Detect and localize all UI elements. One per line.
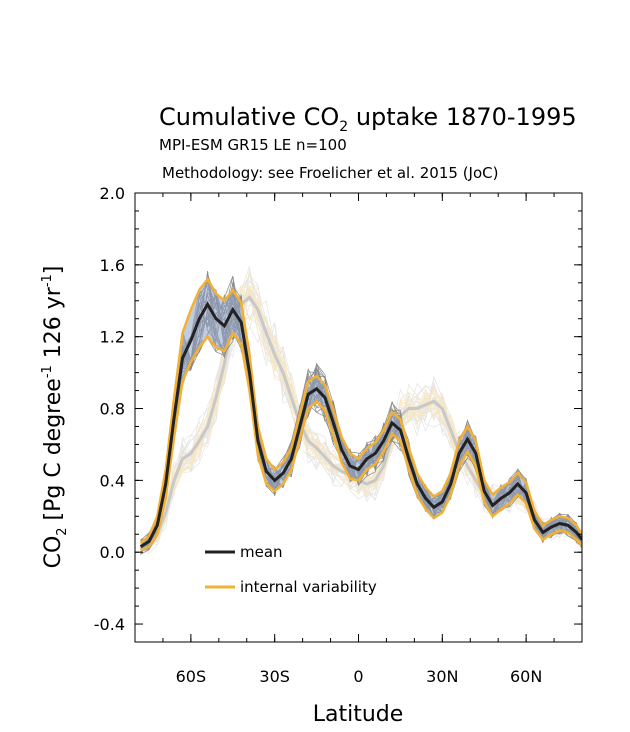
internal-variability-upper-line [139,276,582,545]
y-tick-label: 2.0 [100,184,125,203]
y-tick-label: -0.4 [94,615,125,634]
chart-title-subscript: 2 [339,119,348,135]
y-tick-label: 0.4 [100,471,125,490]
chart-legend: mean internal variability [205,543,377,596]
y-tick-label: 0.8 [100,400,125,419]
chart-subtitle: MPI-ESM GR15 LE n=100 [159,136,347,154]
y-axis-label-c-sup: -1 [40,274,55,287]
plot-data-layer [139,266,582,556]
y-axis-label-d: ] [41,266,66,275]
legend-label-internal-variability: internal variability [240,578,377,596]
x-tick-label: 60S [176,667,207,686]
series-line-mean [139,301,582,549]
axis-ticks: -0.4 0.0 0.4 0.8 1.2 1.6 2.0 60S 30S 0 30N 60N [94,184,583,686]
ensemble-member-line-alt [140,299,582,556]
chart-methodology-note: Methodology: see Froelicher et al. 2015 … [162,164,498,182]
y-axis-label-a: CO [41,536,66,569]
legend-label-mean: mean [240,543,283,561]
y-axis-label: CO2 [Pg C degree-1 126 yr-1] [40,266,70,569]
y-axis-label-b: [Pg C degree [41,378,66,527]
internal-variability-lower-line [140,330,582,552]
y-axis-label-a-sub: 2 [55,527,70,535]
chart-title-rest: uptake 1870-1995 [348,103,576,131]
x-tick-label: 0 [353,667,363,686]
plot-frame [134,192,583,643]
y-axis-label-b-sup: -1 [40,365,55,378]
chart-title: Cumulative CO2 uptake 1870-1995 [159,103,577,135]
x-tick-label: 30N [426,667,458,686]
x-axis-label: Latitude [313,702,404,727]
x-tick-label: 60N [510,667,542,686]
x-tick-label: 30S [259,667,290,686]
y-tick-label: 0.0 [100,543,125,562]
chart-title-text: Cumulative CO [159,103,339,131]
y-tick-label: 1.2 [100,328,125,347]
y-tick-label: 1.6 [100,256,125,275]
y-axis-label-c: 126 yr [41,286,66,365]
